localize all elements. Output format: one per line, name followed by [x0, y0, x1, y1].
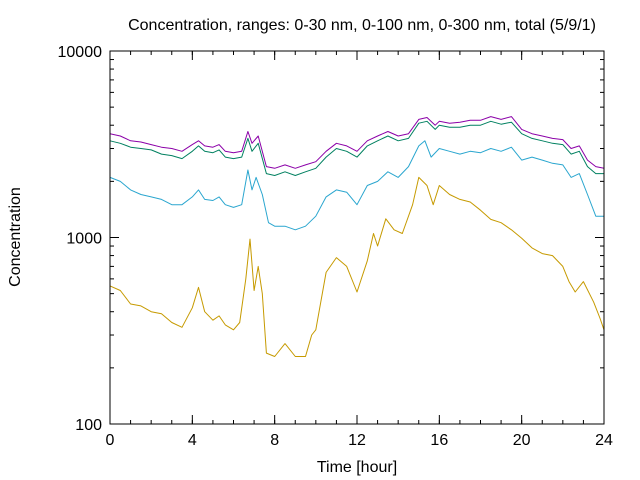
- plot-frame: [109, 50, 605, 425]
- series-line-3: [109, 120, 604, 176]
- x-tick-label: 8: [270, 432, 279, 449]
- series-line-4: [109, 116, 605, 169]
- x-tick-label: 16: [430, 432, 448, 449]
- series-line-1: [109, 176, 605, 357]
- chart-title: Concentration, ranges: 0-30 nm, 0-100 nm…: [128, 17, 596, 34]
- x-axis-label: Time [hour]: [317, 459, 397, 476]
- y-axis-label: Concentration: [7, 187, 24, 287]
- x-tick-label: 12: [348, 432, 366, 449]
- x-tick-label: 4: [188, 432, 197, 449]
- x-tick-label: 0: [106, 432, 115, 449]
- x-tick-label: 20: [513, 432, 531, 449]
- ticks-layer: [109, 50, 605, 425]
- y-tick-label: 1000: [66, 231, 102, 248]
- y-tick-label: 100: [75, 417, 102, 434]
- series-layer: [109, 116, 605, 357]
- x-tick-label: 24: [595, 432, 613, 449]
- tick-labels-layer: 0 4 8 12 16 20 24 100 1000 10000: [58, 44, 614, 449]
- y-tick-label: 10000: [58, 44, 103, 61]
- series-line-2: [109, 140, 604, 231]
